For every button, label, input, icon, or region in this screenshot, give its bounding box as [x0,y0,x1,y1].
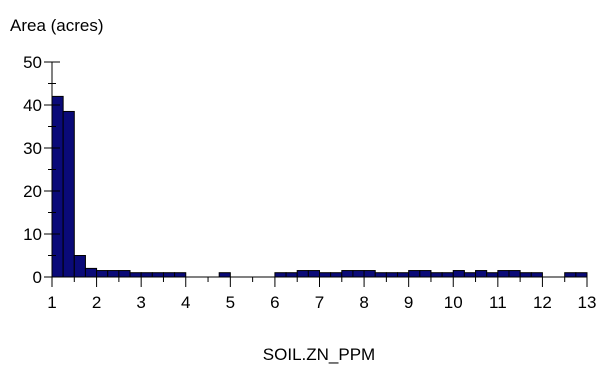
bars-group [51,95,588,278]
histogram-bar [330,272,343,278]
x-axis-title: SOIL.ZN_PPM [263,345,375,364]
y-tick-label: 40 [23,96,42,115]
histogram-bar [419,270,432,278]
histogram-bar [452,270,465,278]
histogram-bar [363,270,376,278]
histogram-bar [218,272,231,278]
histogram-bar [73,255,86,278]
histogram-bar [497,270,510,278]
histogram-bar [174,272,187,278]
histogram-bar [107,270,120,278]
histogram-bar [575,272,588,278]
x-tick-label: 2 [92,293,101,312]
histogram-bar [564,272,577,278]
y-tick-label: 50 [23,53,42,72]
histogram-bar [62,110,75,278]
histogram-bar [519,272,532,278]
histogram-bar [51,95,64,278]
histogram-bar [486,272,499,278]
x-tick-label: 10 [444,293,463,312]
x-tick-label: 12 [533,293,552,312]
y-tick-label: 20 [23,182,42,201]
histogram-bar [430,272,443,278]
y-tick-label: 10 [23,225,42,244]
histogram-bar [341,270,354,278]
histogram-bar [397,272,410,278]
histogram-bar [162,272,176,278]
histogram-bar [274,272,287,278]
x-tick-label: 7 [315,293,324,312]
histogram-bar [296,270,309,278]
y-tick-label: 0 [33,268,42,287]
x-tick-label: 1 [47,293,56,312]
x-tick-label: 8 [359,293,368,312]
histogram-bar [463,272,477,278]
histogram-bar [140,272,153,278]
x-ticks-group: 1 2 3 4 5 6 7 8 9 10 11 12 13 [47,277,596,312]
histogram-bar [96,270,109,278]
histogram-bar [475,270,488,278]
histogram-bar [319,272,332,278]
x-tick-label: 11 [489,293,507,312]
histogram-bar [129,272,142,278]
histogram-bar [307,270,320,278]
histogram-bar [352,270,365,278]
x-tick-label: 5 [226,293,235,312]
histogram-bar [385,272,399,278]
histogram-bar [151,272,164,278]
histogram-bar [374,272,387,278]
histogram-bar [285,272,298,278]
x-tick-label: 9 [404,293,413,312]
y-axis-title: Area (acres) [10,16,104,35]
histogram-bar [408,270,421,278]
x-tick-label: 3 [136,293,145,312]
x-tick-label: 13 [578,293,597,312]
histogram-bar [508,270,521,278]
x-tick-label: 4 [181,293,190,312]
y-tick-label: 30 [23,139,42,158]
axes-group [51,62,587,278]
histogram-bar [118,270,131,278]
y-ticks-group: 0 10 20 30 40 50 [23,53,60,287]
histogram-bar [84,267,98,278]
histogram-bar [441,272,454,278]
histogram-bar [530,272,543,278]
x-tick-label: 6 [270,293,279,312]
